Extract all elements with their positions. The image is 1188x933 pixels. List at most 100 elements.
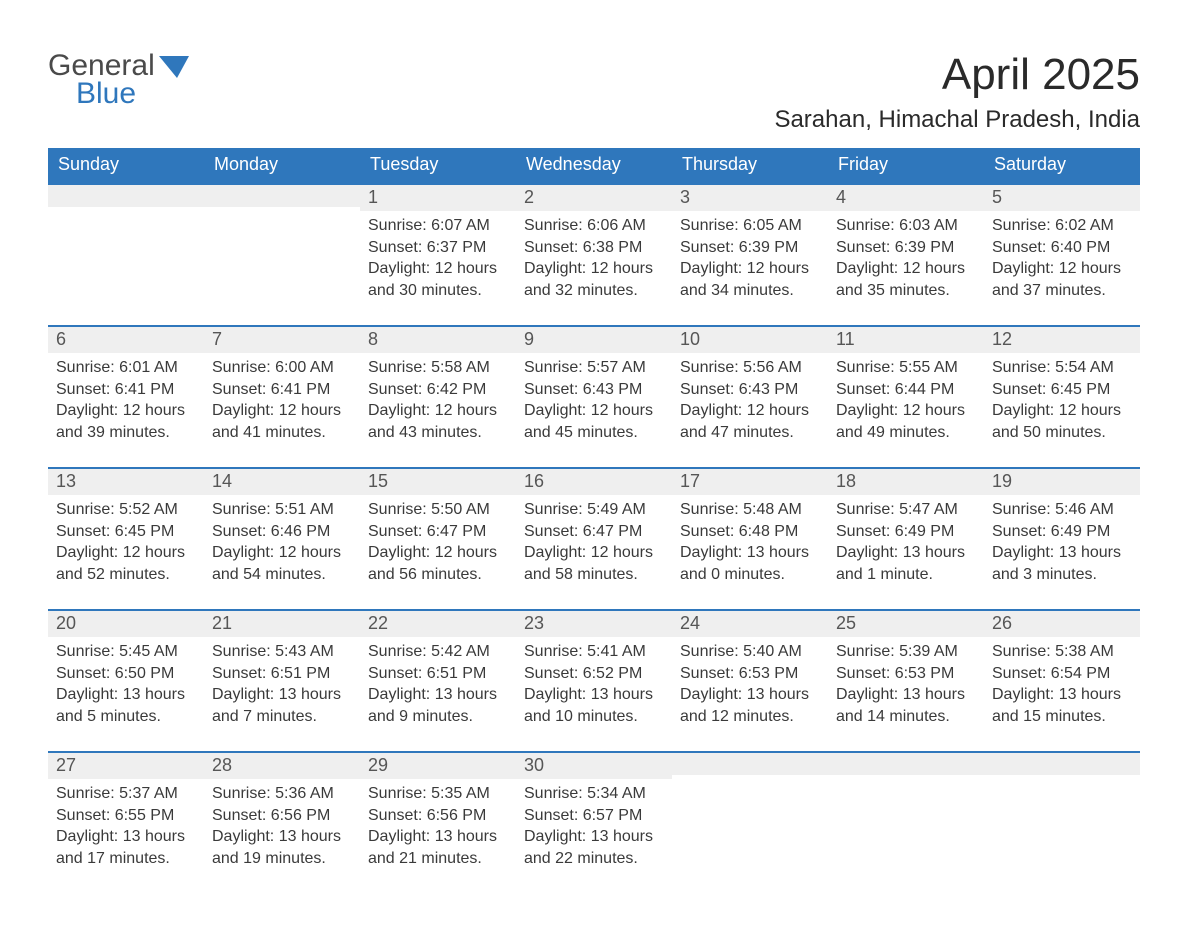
sunset-line: Sunset: 6:45 PM <box>56 521 196 543</box>
daylight-line: Daylight: 13 hours and 10 minutes. <box>524 684 664 727</box>
day-body: Sunrise: 5:52 AMSunset: 6:45 PMDaylight:… <box>48 495 204 599</box>
sunrise-line: Sunrise: 6:02 AM <box>992 215 1132 237</box>
date-strip: 3 <box>672 183 828 211</box>
daylight-line: Daylight: 13 hours and 15 minutes. <box>992 684 1132 727</box>
date-strip: 11 <box>828 325 984 353</box>
date-strip: 9 <box>516 325 672 353</box>
daylight-line: Daylight: 12 hours and 58 minutes. <box>524 542 664 585</box>
sunrise-line: Sunrise: 5:34 AM <box>524 783 664 805</box>
sunset-line: Sunset: 6:44 PM <box>836 379 976 401</box>
calendar-cell: 21Sunrise: 5:43 AMSunset: 6:51 PMDayligh… <box>204 609 360 751</box>
sunset-line: Sunset: 6:43 PM <box>524 379 664 401</box>
calendar-cell: 22Sunrise: 5:42 AMSunset: 6:51 PMDayligh… <box>360 609 516 751</box>
date-strip: 23 <box>516 609 672 637</box>
sunrise-line: Sunrise: 5:51 AM <box>212 499 352 521</box>
sunset-line: Sunset: 6:41 PM <box>212 379 352 401</box>
sunset-line: Sunset: 6:39 PM <box>680 237 820 259</box>
daylight-line: Daylight: 12 hours and 50 minutes. <box>992 400 1132 443</box>
daylight-line: Daylight: 12 hours and 35 minutes. <box>836 258 976 301</box>
daylight-line: Daylight: 12 hours and 45 minutes. <box>524 400 664 443</box>
sunrise-line: Sunrise: 5:48 AM <box>680 499 820 521</box>
sunset-line: Sunset: 6:41 PM <box>56 379 196 401</box>
calendar-cell: 26Sunrise: 5:38 AMSunset: 6:54 PMDayligh… <box>984 609 1140 751</box>
calendar-cell: 5Sunrise: 6:02 AMSunset: 6:40 PMDaylight… <box>984 183 1140 325</box>
day-body: Sunrise: 6:01 AMSunset: 6:41 PMDaylight:… <box>48 353 204 457</box>
daylight-line: Daylight: 13 hours and 5 minutes. <box>56 684 196 727</box>
day-body: Sunrise: 5:49 AMSunset: 6:47 PMDaylight:… <box>516 495 672 599</box>
sunrise-line: Sunrise: 5:54 AM <box>992 357 1132 379</box>
sunset-line: Sunset: 6:53 PM <box>836 663 976 685</box>
date-strip: 29 <box>360 751 516 779</box>
day-body: Sunrise: 5:34 AMSunset: 6:57 PMDaylight:… <box>516 779 672 883</box>
date-strip: 27 <box>48 751 204 779</box>
sunrise-line: Sunrise: 5:45 AM <box>56 641 196 663</box>
daylight-line: Daylight: 13 hours and 0 minutes. <box>680 542 820 585</box>
sunrise-line: Sunrise: 5:39 AM <box>836 641 976 663</box>
date-strip: 6 <box>48 325 204 353</box>
date-strip <box>828 751 984 775</box>
sunset-line: Sunset: 6:37 PM <box>368 237 508 259</box>
day-body: Sunrise: 5:45 AMSunset: 6:50 PMDaylight:… <box>48 637 204 741</box>
calendar-row: 1Sunrise: 6:07 AMSunset: 6:37 PMDaylight… <box>48 183 1140 325</box>
calendar-cell: 27Sunrise: 5:37 AMSunset: 6:55 PMDayligh… <box>48 751 204 893</box>
sunset-line: Sunset: 6:39 PM <box>836 237 976 259</box>
calendar-cell: 29Sunrise: 5:35 AMSunset: 6:56 PMDayligh… <box>360 751 516 893</box>
day-body: Sunrise: 6:07 AMSunset: 6:37 PMDaylight:… <box>360 211 516 315</box>
daylight-line: Daylight: 12 hours and 34 minutes. <box>680 258 820 301</box>
calendar-cell: 3Sunrise: 6:05 AMSunset: 6:39 PMDaylight… <box>672 183 828 325</box>
day-body: Sunrise: 5:48 AMSunset: 6:48 PMDaylight:… <box>672 495 828 599</box>
date-strip: 4 <box>828 183 984 211</box>
date-strip <box>204 183 360 207</box>
date-strip: 30 <box>516 751 672 779</box>
date-strip: 24 <box>672 609 828 637</box>
sunset-line: Sunset: 6:53 PM <box>680 663 820 685</box>
sunrise-line: Sunrise: 5:38 AM <box>992 641 1132 663</box>
sunrise-line: Sunrise: 5:52 AM <box>56 499 196 521</box>
sunset-line: Sunset: 6:42 PM <box>368 379 508 401</box>
day-body: Sunrise: 5:54 AMSunset: 6:45 PMDaylight:… <box>984 353 1140 457</box>
day-body: Sunrise: 5:37 AMSunset: 6:55 PMDaylight:… <box>48 779 204 883</box>
day-body: Sunrise: 5:50 AMSunset: 6:47 PMDaylight:… <box>360 495 516 599</box>
sunset-line: Sunset: 6:49 PM <box>992 521 1132 543</box>
sunset-line: Sunset: 6:49 PM <box>836 521 976 543</box>
sunrise-line: Sunrise: 5:50 AM <box>368 499 508 521</box>
calendar-cell: 17Sunrise: 5:48 AMSunset: 6:48 PMDayligh… <box>672 467 828 609</box>
weekday-header: Saturday <box>984 148 1140 183</box>
date-strip: 28 <box>204 751 360 779</box>
date-strip: 22 <box>360 609 516 637</box>
sunset-line: Sunset: 6:48 PM <box>680 521 820 543</box>
calendar-cell: 11Sunrise: 5:55 AMSunset: 6:44 PMDayligh… <box>828 325 984 467</box>
calendar-cell: 15Sunrise: 5:50 AMSunset: 6:47 PMDayligh… <box>360 467 516 609</box>
calendar-cell <box>48 183 204 325</box>
daylight-line: Daylight: 12 hours and 43 minutes. <box>368 400 508 443</box>
date-strip: 13 <box>48 467 204 495</box>
calendar-cell: 8Sunrise: 5:58 AMSunset: 6:42 PMDaylight… <box>360 325 516 467</box>
daylight-line: Daylight: 12 hours and 30 minutes. <box>368 258 508 301</box>
day-body: Sunrise: 5:42 AMSunset: 6:51 PMDaylight:… <box>360 637 516 741</box>
calendar-row: 20Sunrise: 5:45 AMSunset: 6:50 PMDayligh… <box>48 609 1140 751</box>
calendar-cell <box>204 183 360 325</box>
daylight-line: Daylight: 13 hours and 1 minute. <box>836 542 976 585</box>
sunset-line: Sunset: 6:57 PM <box>524 805 664 827</box>
sunset-line: Sunset: 6:56 PM <box>212 805 352 827</box>
day-body: Sunrise: 6:05 AMSunset: 6:39 PMDaylight:… <box>672 211 828 315</box>
daylight-line: Daylight: 13 hours and 9 minutes. <box>368 684 508 727</box>
sunrise-line: Sunrise: 5:57 AM <box>524 357 664 379</box>
date-strip: 14 <box>204 467 360 495</box>
sunrise-line: Sunrise: 5:35 AM <box>368 783 508 805</box>
sunset-line: Sunset: 6:52 PM <box>524 663 664 685</box>
sunrise-line: Sunrise: 5:55 AM <box>836 357 976 379</box>
daylight-line: Daylight: 12 hours and 37 minutes. <box>992 258 1132 301</box>
sunset-line: Sunset: 6:40 PM <box>992 237 1132 259</box>
day-body: Sunrise: 5:39 AMSunset: 6:53 PMDaylight:… <box>828 637 984 741</box>
daylight-line: Daylight: 13 hours and 19 minutes. <box>212 826 352 869</box>
calendar-cell: 14Sunrise: 5:51 AMSunset: 6:46 PMDayligh… <box>204 467 360 609</box>
sunset-line: Sunset: 6:54 PM <box>992 663 1132 685</box>
sunset-line: Sunset: 6:45 PM <box>992 379 1132 401</box>
date-strip <box>48 183 204 207</box>
sunrise-line: Sunrise: 5:56 AM <box>680 357 820 379</box>
date-strip <box>984 751 1140 775</box>
calendar-cell: 2Sunrise: 6:06 AMSunset: 6:38 PMDaylight… <box>516 183 672 325</box>
calendar-cell: 23Sunrise: 5:41 AMSunset: 6:52 PMDayligh… <box>516 609 672 751</box>
weekday-header: Tuesday <box>360 148 516 183</box>
